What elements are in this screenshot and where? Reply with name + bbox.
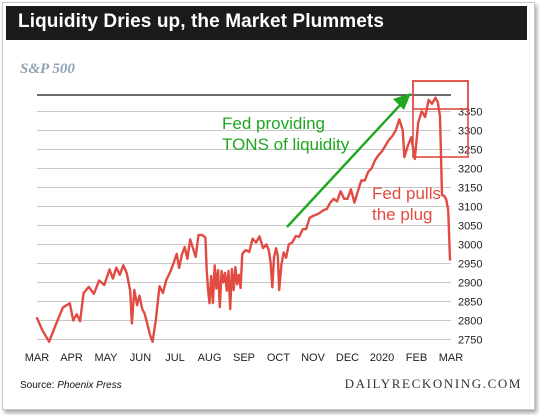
annotation-plug-line: the plug bbox=[372, 205, 433, 224]
highlight-box-top bbox=[412, 80, 469, 110]
annotation-liquidity-line: Fed providing bbox=[222, 114, 325, 133]
x-tick-label: 2020 bbox=[370, 352, 394, 364]
y-tick-label: 3200 bbox=[458, 163, 482, 175]
gridlines bbox=[37, 94, 451, 340]
x-tick-label: FEB bbox=[406, 352, 427, 364]
annotation-plug-label: Fed pulls the plug bbox=[372, 184, 441, 224]
y-tick-label: 2800 bbox=[458, 315, 482, 327]
x-tick-label: OCT bbox=[267, 352, 291, 364]
x-tick-label: DEC bbox=[336, 352, 359, 364]
x-tick-label: MAY bbox=[94, 352, 118, 364]
y-tick-label: 3250 bbox=[458, 144, 482, 156]
green-arrow-shaft bbox=[286, 102, 403, 228]
y-tick-label: 2900 bbox=[458, 277, 482, 289]
x-tick-label: MAR bbox=[25, 352, 50, 364]
chart-subtitle: S&P 500 bbox=[20, 61, 75, 77]
annotation-plug-line: Fed pulls bbox=[372, 184, 441, 203]
x-tick-label: NOV bbox=[301, 352, 326, 364]
source-name: Phoenix Press bbox=[57, 380, 122, 391]
x-tick-label: MAR bbox=[439, 352, 464, 364]
series-line bbox=[35, 96, 452, 343]
annotations: Fed providing TONS of liquidity Fed pulls t… bbox=[222, 93, 441, 228]
brand-watermark: DAILYRECKONING.COM bbox=[344, 376, 522, 391]
y-tick-label: 3350 bbox=[458, 106, 482, 118]
y-tick-label: 3000 bbox=[458, 239, 482, 251]
x-tick-label: JUL bbox=[165, 352, 185, 364]
y-tick-label: 3300 bbox=[458, 125, 482, 137]
x-tick-label: SEP bbox=[233, 352, 255, 364]
chart-title: Liquidity Dries up, the Market Plummets bbox=[18, 11, 385, 32]
y-tick-label: 3150 bbox=[458, 182, 482, 194]
y-tick-label: 2750 bbox=[458, 334, 482, 346]
y-axis-tick-labels: 2750 2800 2850 2900 2950 3000 3050 3100 3150 3200… bbox=[458, 106, 482, 346]
x-tick-label: AUG bbox=[198, 352, 222, 364]
x-tick-label: JUN bbox=[130, 352, 151, 364]
y-tick-label: 2950 bbox=[458, 258, 482, 270]
annotation-liquidity-label: Fed providing TONS of liquidity bbox=[222, 114, 350, 154]
title-bar: Liquidity Dries up, the Market Plummets bbox=[6, 6, 527, 40]
y-tick-label: 2850 bbox=[458, 296, 482, 308]
x-axis-tick-labels: MAR APR MAY JUN JUL AUG SEP OCT NOV DEC 2020 FEB MAR bbox=[25, 352, 464, 364]
y-tick-label: 3100 bbox=[458, 201, 482, 213]
green-arrow-head bbox=[393, 93, 411, 110]
annotation-liquidity-line: TONS of liquidity bbox=[222, 135, 350, 154]
source-label: Source: bbox=[20, 380, 55, 391]
series-layer bbox=[35, 96, 452, 343]
source-note: Source: Phoenix Press bbox=[20, 380, 122, 391]
x-tick-label: APR bbox=[60, 352, 83, 364]
y-tick-label: 3050 bbox=[458, 220, 482, 232]
